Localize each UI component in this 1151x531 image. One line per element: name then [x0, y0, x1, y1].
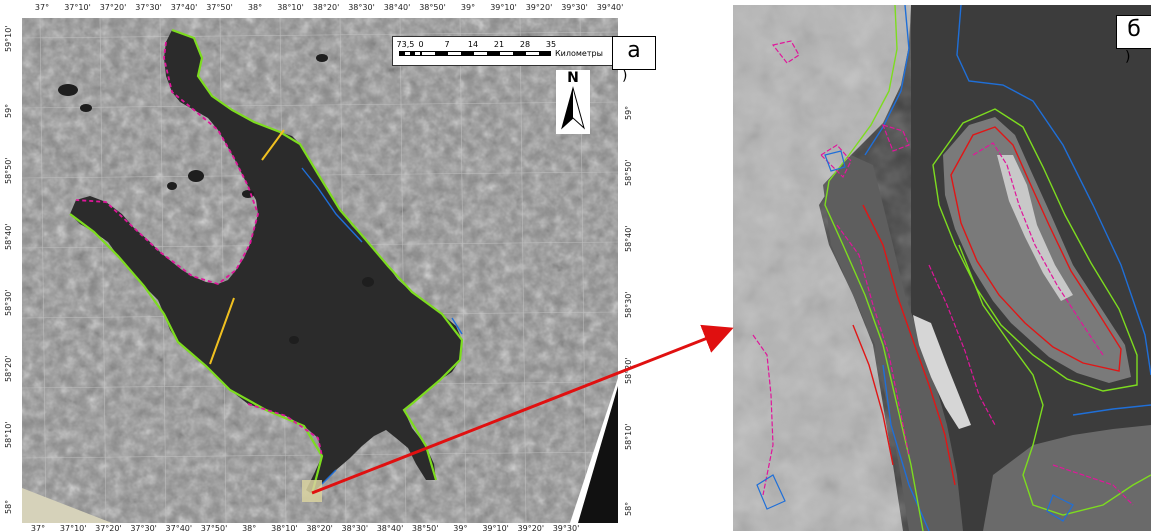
left-tick-label: 58°40' — [4, 223, 13, 250]
map-svg — [22, 18, 618, 523]
bottom-tick-label: 38°50' — [411, 524, 439, 531]
scale-label: 7 — [444, 40, 450, 49]
right-tick-label: 58°20' — [624, 357, 633, 384]
top-tick-label: 38°30' — [348, 3, 375, 12]
zoom-svg — [733, 5, 1151, 531]
scale-label: 3,5 — [401, 40, 415, 49]
scale-bar-main-segment — [421, 51, 551, 56]
scale-label: 14 — [467, 40, 479, 49]
left-tick-label: 58°30' — [4, 289, 13, 316]
scale-bar-left-segment — [399, 51, 421, 56]
zoom-wetland-middle — [823, 155, 963, 531]
scale-label: 21 — [493, 40, 505, 49]
scale-label: 7 — [396, 40, 402, 49]
bottom-tick-label: 37° — [30, 524, 46, 531]
top-tick-label: 39° — [460, 3, 476, 12]
top-tick-label: 38°10' — [277, 3, 304, 12]
north-arrow: N — [556, 70, 590, 134]
section-line-north — [261, 129, 285, 161]
top-tick-label: 39°20' — [525, 3, 553, 12]
panel-b-label: б — [1116, 15, 1151, 49]
bottom-tick-label: 37°50' — [200, 524, 228, 531]
bottom-tick-label: 39°20' — [517, 524, 545, 531]
zoom-contour-blue-outer — [864, 5, 1151, 531]
scale-label: 28 — [519, 40, 531, 49]
zoom-contour-blue-inner — [756, 150, 1074, 522]
right-tick-label: 58°30' — [624, 291, 633, 318]
top-tick-label: 38° — [247, 3, 263, 12]
scale-unit-label: Километры — [555, 49, 603, 58]
bottom-tick-label: 38°10' — [271, 524, 298, 531]
top-tick-label: 37° — [34, 3, 50, 12]
bottom-tick-label: 39° — [453, 524, 468, 531]
bottom-tick-label: 37°40' — [165, 524, 193, 531]
zoom-contour-green — [824, 5, 1151, 531]
zoom-sandbar-1 — [913, 315, 971, 429]
bottom-tick-label: 38° — [242, 524, 257, 531]
top-tick-label: 38°50' — [419, 3, 446, 12]
north-label: N — [567, 70, 579, 86]
panel-a-label: а — [612, 36, 656, 70]
right-tick-label: 59° — [624, 105, 633, 120]
bottom-tick-label: 37°10' — [59, 524, 87, 531]
right-tick-label: 58°40' — [624, 225, 633, 252]
zoom-shoal-bottom — [983, 425, 1151, 531]
nodata-bottom-left — [22, 488, 112, 523]
zoom-contour-red — [852, 126, 1122, 486]
bottom-tick-label: 39°10' — [482, 524, 509, 531]
top-tick-label: 37°10' — [64, 3, 91, 12]
bottom-tick-label: 38°40' — [376, 524, 404, 531]
bottom-tick-label: 38°30' — [341, 524, 369, 531]
zoom-contour-magenta — [752, 40, 1134, 506]
top-tick-label: 37°50' — [206, 3, 233, 12]
panel-a-label-tail: ) — [622, 68, 628, 84]
top-tick-label: 37°20' — [99, 3, 127, 12]
left-tick-label: 58° — [4, 499, 13, 514]
left-tick-label: 58°10' — [4, 421, 13, 448]
left-tick-label: 58°20' — [4, 355, 13, 382]
right-tick-label: 58° — [624, 501, 633, 516]
satellite-map[interactable] — [22, 18, 618, 523]
small-lakes — [58, 54, 374, 344]
overview-map-panel: 37° 37°10' 37°20' 37°30' 37°40' 37°50' 38° 38°1… — [4, 3, 656, 531]
bottom-tick-label: 38°20' — [306, 524, 333, 531]
top-tick-label: 39°30' — [561, 3, 588, 12]
top-tick-label: 39°40' — [596, 3, 624, 12]
bottom-tick-label: 37°20' — [95, 524, 122, 531]
section-line-south — [209, 297, 235, 365]
left-tick-label: 59°10' — [4, 25, 13, 52]
top-tick-label: 37°40' — [170, 3, 198, 12]
scale-bar: 7 3,5 0 7 14 21 28 35 Километры — [392, 36, 624, 66]
zoom-area-marker[interactable] — [302, 480, 322, 502]
right-tick-label: 58°10' — [624, 423, 633, 450]
left-tick-label: 58°50' — [4, 157, 13, 184]
zoom-sandbar-2 — [997, 155, 1073, 301]
bottom-tick-label: 37°30' — [130, 524, 157, 531]
left-tick-label: 59° — [4, 103, 13, 118]
right-tick-label: 58°50' — [624, 159, 633, 186]
zoomed-detail-panel[interactable]: б ) — [733, 5, 1151, 531]
top-tick-label: 37°30' — [135, 3, 162, 12]
bottom-tick-label: 39°30' — [552, 524, 580, 531]
scale-label: 35 — [545, 40, 557, 49]
top-tick-label: 38°20' — [312, 3, 340, 12]
scale-label: 0 — [418, 40, 424, 49]
panel-b-label-tail: ) — [1125, 49, 1131, 65]
top-tick-label: 39°10' — [490, 3, 517, 12]
top-tick-label: 38°40' — [383, 3, 411, 12]
